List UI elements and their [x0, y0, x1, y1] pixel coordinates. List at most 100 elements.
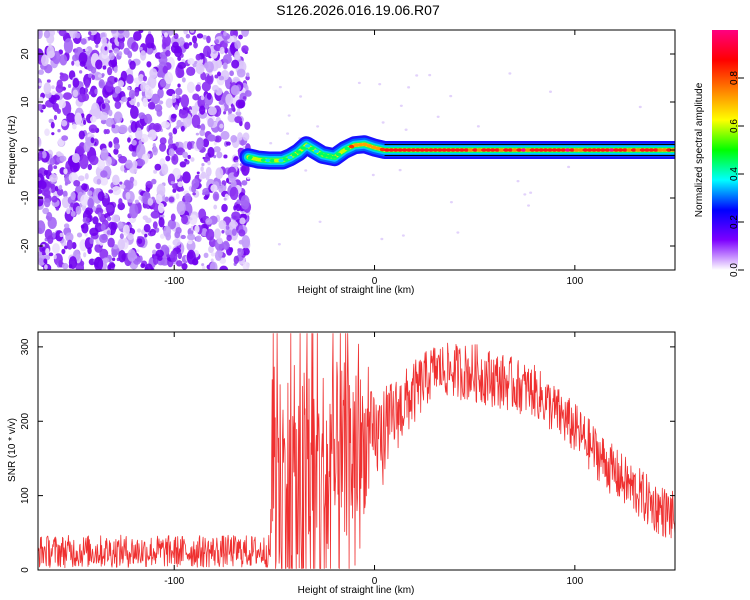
noise-blob [237, 108, 241, 113]
noise-blob [202, 34, 208, 40]
noise-blob [241, 235, 251, 249]
noise-blob [137, 238, 143, 245]
noise-blob [130, 105, 139, 119]
noise-blob [48, 252, 54, 257]
noise-blob [133, 31, 142, 42]
noise-speck [508, 72, 512, 75]
noise-blob [66, 112, 76, 123]
noise-blob [213, 204, 218, 210]
noise-blob [222, 62, 228, 70]
noise-blob [237, 132, 243, 141]
noise-blob [120, 96, 128, 103]
noise-blob [84, 79, 90, 88]
noise-blob [222, 103, 229, 112]
noise-blob [231, 211, 241, 221]
noise-blob [173, 33, 179, 40]
noise-blob [101, 103, 106, 110]
noise-blob [106, 216, 112, 222]
noise-speck [527, 204, 531, 207]
noise-blob [76, 146, 85, 156]
noise-blob [165, 98, 173, 109]
noise-blob [38, 69, 45, 75]
noise-blob [46, 79, 51, 83]
noise-blob [72, 77, 80, 88]
trace-core-blob [260, 158, 267, 162]
trace-core-blob [498, 148, 505, 152]
noise-blob [167, 137, 173, 146]
noise-blob [111, 257, 116, 262]
noise-blob [126, 74, 134, 85]
spectrogram-y-tick-label: -10 [20, 190, 31, 205]
noise-blob [59, 232, 64, 238]
noise-speck [428, 73, 432, 77]
trace-core-blob [560, 148, 567, 152]
trace-core-blob [591, 148, 597, 152]
noise-blob [171, 97, 177, 103]
noise-speck [415, 74, 419, 77]
noise-speck [567, 165, 571, 169]
noise-blob [133, 179, 138, 187]
noise-speck [516, 179, 520, 183]
noise-blob [191, 114, 201, 129]
noise-blob [187, 233, 196, 241]
noise-blob [38, 82, 43, 87]
noise-blob [142, 97, 149, 107]
noise-blob [88, 31, 92, 36]
noise-blob [175, 227, 182, 234]
trace-core-blob [322, 153, 329, 158]
noise-blob [111, 185, 122, 196]
noise-blob [93, 32, 101, 45]
noise-blob [233, 255, 240, 264]
noise-blob [105, 194, 109, 199]
noise-blob [214, 250, 223, 262]
noise-blob [184, 192, 192, 203]
trace-core-blob [331, 155, 337, 159]
noise-blob [126, 86, 131, 91]
noise-blob [88, 91, 93, 95]
noise-blob [111, 249, 118, 258]
noise-blob [51, 85, 55, 90]
noise-blob [89, 237, 94, 245]
noise-blob [175, 193, 180, 200]
noise-blob [235, 111, 242, 116]
noise-blob [134, 127, 143, 140]
noise-speck [399, 104, 403, 107]
noise-blob [100, 119, 107, 125]
noise-blob [183, 42, 190, 50]
noise-blob [77, 175, 85, 182]
trace-core-blob [441, 148, 448, 152]
noise-blob [162, 65, 168, 74]
noise-blob [138, 30, 144, 34]
noise-blob [230, 135, 238, 143]
trace-core-blob [318, 152, 324, 156]
spectrogram-y-tick-label: 20 [20, 48, 31, 60]
noise-blob [232, 30, 238, 36]
snr-x-tick-label: 100 [566, 576, 583, 587]
noise-blob [119, 184, 126, 189]
noise-blob [106, 230, 111, 235]
trace-core-blob [494, 148, 500, 152]
noise-blob [164, 71, 174, 85]
noise-blob [188, 41, 193, 46]
trace-core-blob [256, 157, 262, 162]
noise-blob [144, 113, 153, 125]
trace-core-blob [533, 148, 540, 152]
noise-blob [237, 248, 244, 257]
noise-blob [215, 87, 223, 96]
colorbar-ticks: 0.0 0.2 0.4 0.6 0.8 [729, 71, 744, 277]
noise-blob [138, 195, 142, 201]
noise-blob [62, 190, 68, 198]
noise-blob [170, 213, 176, 222]
noise-blob [205, 61, 214, 73]
noise-blob [208, 245, 214, 254]
noise-blob [147, 101, 156, 110]
noise-blob [219, 46, 225, 55]
noise-blob [181, 214, 189, 225]
noise-blob [143, 224, 151, 233]
noise-blob [71, 60, 75, 66]
trace-core-blob [578, 148, 584, 152]
noise-blob [38, 227, 43, 234]
noise-blob [75, 32, 81, 39]
trace-core-blob [600, 148, 606, 152]
noise-blob [61, 248, 66, 255]
